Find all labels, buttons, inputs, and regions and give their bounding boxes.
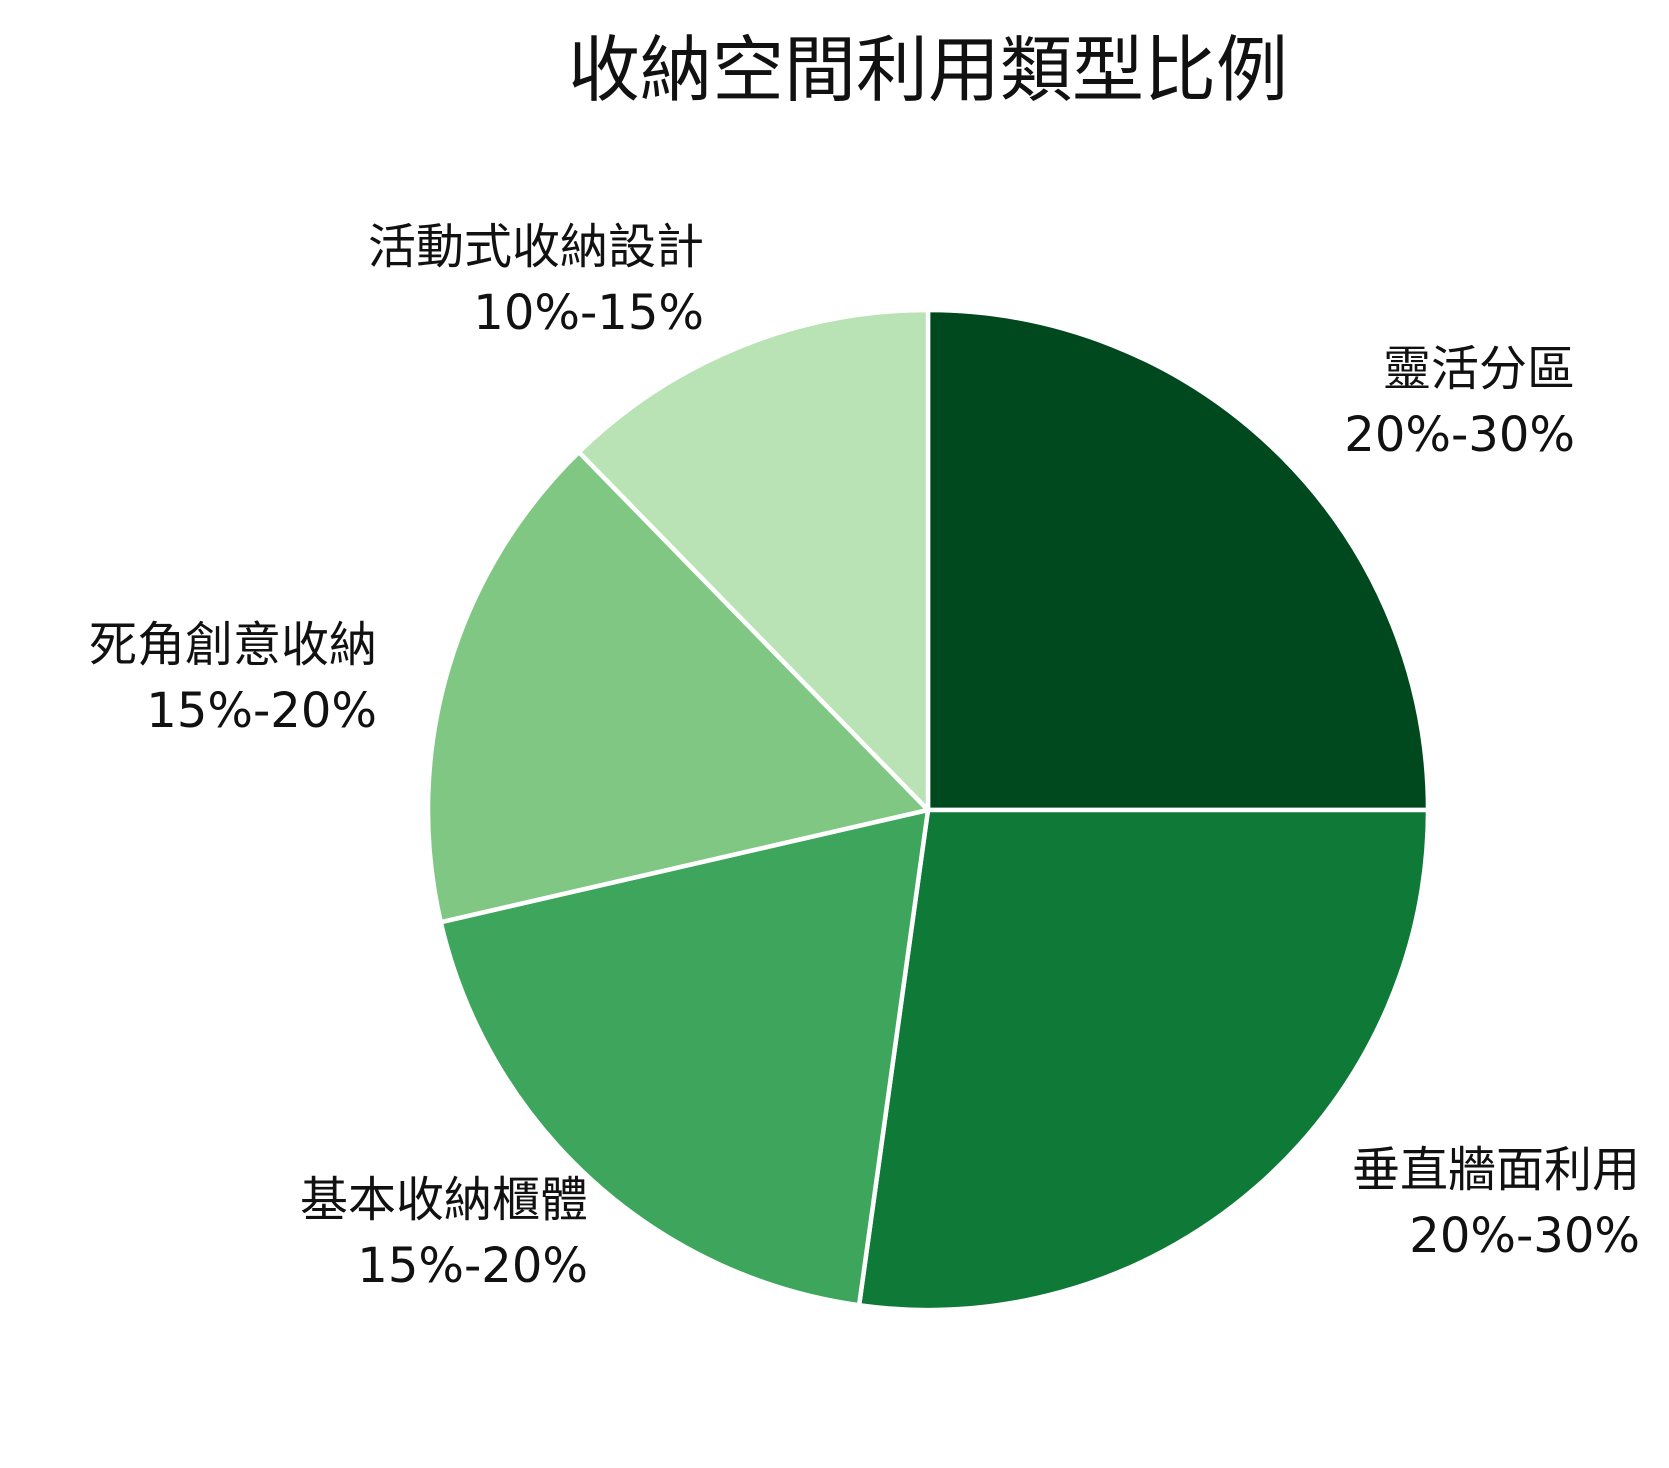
slice-range-label: 20%-30% xyxy=(1344,407,1575,463)
pie-slice xyxy=(925,307,1431,813)
pie-slice xyxy=(576,307,931,813)
slice-label: 死角創意收納 xyxy=(89,617,377,673)
slice-label: 活動式收納設計 xyxy=(368,219,704,275)
slice-range-label: 10%-15% xyxy=(473,285,704,341)
slice-label: 基本收納櫃體 xyxy=(300,1172,588,1228)
pie-slice xyxy=(856,807,1431,1313)
chart-title: 收納空間利用類型比例 xyxy=(568,28,1288,112)
slice-label: 垂直牆面利用 xyxy=(1352,1142,1640,1198)
slice-range-label: 20%-30% xyxy=(1409,1208,1640,1264)
slice-range-label: 15%-20% xyxy=(146,683,377,739)
pie-slices xyxy=(425,307,1431,1313)
pie-slice xyxy=(425,449,931,925)
slice-label: 靈活分區 xyxy=(1383,341,1575,397)
slice-range-label: 15%-20% xyxy=(357,1238,588,1294)
pie-slice xyxy=(438,807,931,1308)
pie-labels: 靈活分區 20%-30% 垂直牆面利用 20%-30% 基本收納櫃體 15%-20% 死角創… xyxy=(89,219,1640,1294)
